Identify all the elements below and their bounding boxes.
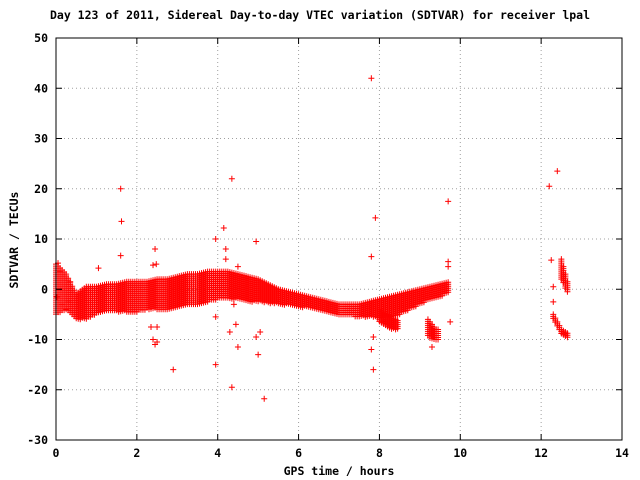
data-point (370, 366, 377, 373)
y-tick-label: 20 (34, 182, 48, 196)
x-tick-label: 10 (453, 446, 467, 460)
data-point (548, 257, 555, 264)
x-tick-label: 8 (376, 446, 383, 460)
data-point (63, 306, 70, 313)
data-points (53, 75, 571, 402)
data-point (212, 313, 219, 320)
data-point (152, 246, 159, 253)
chart-title: Day 123 of 2011, Sidereal Day-to-day VTE… (49, 8, 591, 22)
x-axis-label: GPS time / hours (283, 464, 395, 478)
y-axis-label: SDTVAR / TECUs (7, 191, 21, 289)
data-point (550, 283, 557, 290)
y-tick-label: 0 (41, 282, 48, 296)
data-point (253, 238, 260, 245)
data-point (368, 253, 375, 260)
data-point (97, 308, 104, 315)
data-point (368, 75, 375, 82)
data-point (447, 318, 454, 325)
y-tick-label: 50 (34, 31, 48, 45)
grid-lines (56, 38, 622, 440)
data-point (150, 262, 157, 269)
x-tick-label: 0 (53, 446, 60, 460)
y-tick-label: -10 (27, 333, 48, 347)
data-point (222, 256, 229, 263)
data-point (226, 328, 233, 335)
data-point (554, 168, 561, 175)
y-tick-label: 30 (34, 132, 48, 146)
data-point (370, 333, 377, 340)
data-point (255, 351, 262, 358)
data-point (550, 298, 557, 305)
data-point (118, 218, 125, 225)
data-point (59, 301, 66, 308)
data-point (220, 224, 227, 231)
data-point (67, 278, 74, 285)
data-point (65, 298, 72, 305)
data-point (257, 328, 264, 335)
data-point (212, 361, 219, 368)
data-point (150, 336, 157, 343)
data-point (153, 261, 160, 268)
x-tick-label: 12 (534, 446, 548, 460)
data-point (117, 185, 124, 192)
y-tick-label: 40 (34, 81, 48, 95)
data-point (154, 339, 161, 346)
data-point (228, 384, 235, 391)
data-point (222, 246, 229, 253)
data-point (232, 321, 239, 328)
x-tick-label: 2 (133, 446, 140, 460)
data-point (230, 301, 237, 308)
data-point (53, 293, 60, 300)
data-point (428, 344, 435, 351)
x-tick-label: 4 (214, 446, 221, 460)
data-point (372, 214, 379, 221)
data-point (435, 336, 442, 343)
data-point (261, 395, 268, 402)
y-tick-label: -30 (27, 433, 48, 447)
y-tick-label: -20 (27, 383, 48, 397)
data-point (234, 344, 241, 351)
data-point (445, 258, 452, 265)
data-point (212, 236, 219, 242)
data-point (253, 333, 260, 340)
data-point (154, 323, 161, 330)
data-point (445, 198, 452, 205)
data-point (95, 265, 102, 272)
data-point (564, 334, 571, 341)
x-tick-label: 14 (615, 446, 629, 460)
data-point (148, 323, 155, 330)
data-point (170, 366, 177, 373)
data-point (564, 288, 571, 295)
axes: 0 2 4 6 8 10 12 14 -30 -20 -10 0 10 20 30 40 50 (27, 31, 629, 460)
data-point (57, 268, 64, 275)
y-tick-label: 10 (34, 232, 48, 246)
data-point (445, 289, 452, 296)
data-point (228, 175, 235, 182)
data-point (445, 263, 452, 270)
data-point (368, 346, 375, 353)
x-tick-label: 6 (295, 446, 302, 460)
data-point (234, 263, 241, 270)
data-point (117, 252, 124, 259)
data-point (546, 183, 553, 190)
data-point (394, 325, 401, 332)
